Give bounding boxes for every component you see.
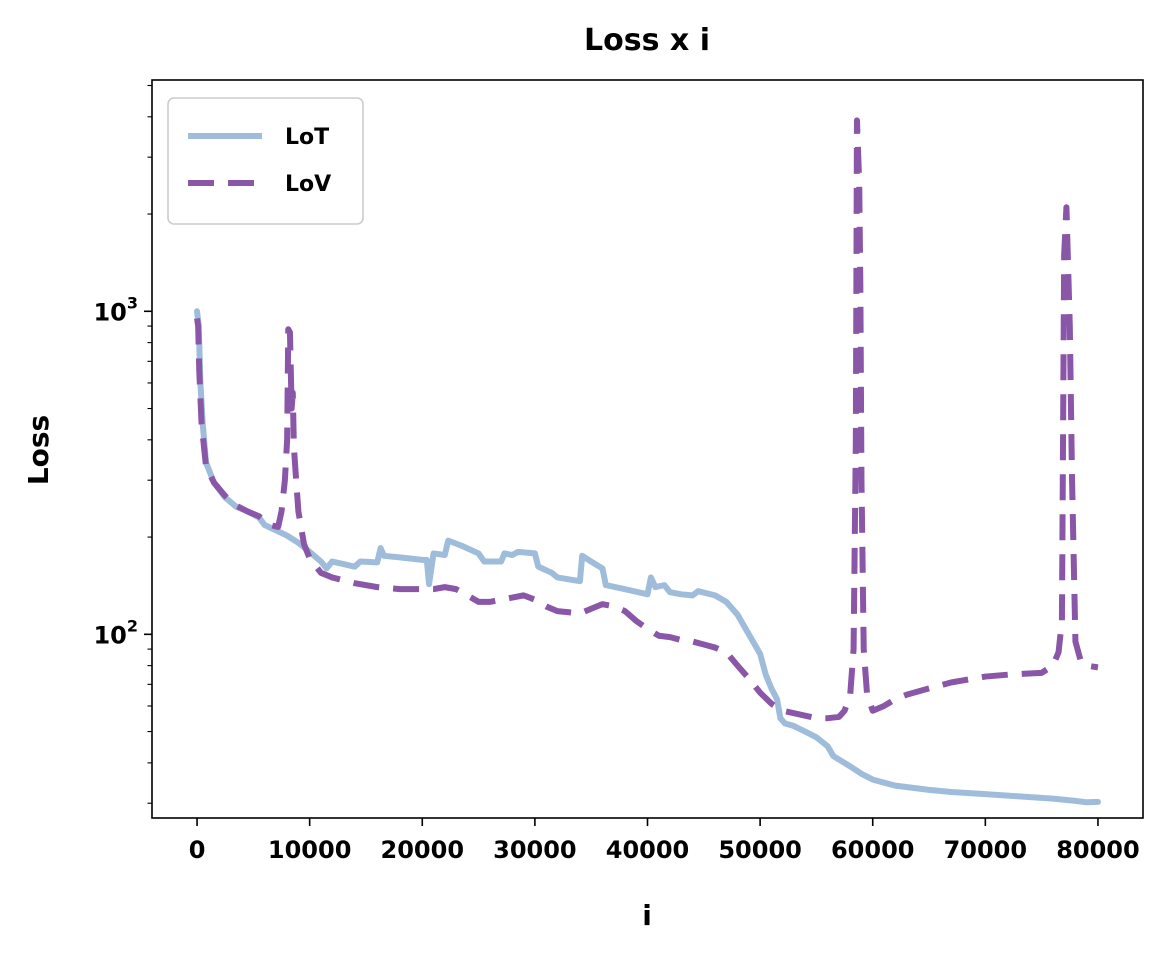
x-tick-label: 60000 [831, 836, 915, 864]
legend: LoT LoV [167, 97, 364, 225]
x-axis-label: i [642, 899, 652, 932]
x-tick-label: 20000 [381, 836, 465, 864]
y-axis: 102 103 [93, 84, 152, 804]
x-tick-label: 10000 [268, 836, 352, 864]
x-tick-label: 70000 [944, 836, 1028, 864]
x-tick-label: 80000 [1056, 836, 1140, 864]
y-tick-label: 102 [93, 616, 138, 649]
x-tick-label: 40000 [606, 836, 690, 864]
y-axis-label: Loss [22, 415, 55, 485]
legend-label-lot: LoT [285, 125, 329, 150]
y-tick-label: 103 [93, 293, 138, 326]
x-tick-label: 50000 [718, 836, 802, 864]
x-axis: 0 10000 20000 30000 40000 50000 60000 70000 8000… [189, 818, 1140, 864]
legend-label-lov: LoV [285, 172, 331, 197]
series-line-lov [194, 117, 1099, 722]
plot-area [194, 117, 1101, 806]
legend-box [167, 97, 364, 225]
x-tick-label: 30000 [493, 836, 577, 864]
x-tick-label: 0 [189, 836, 206, 864]
chart-title: Loss x i [584, 23, 710, 58]
